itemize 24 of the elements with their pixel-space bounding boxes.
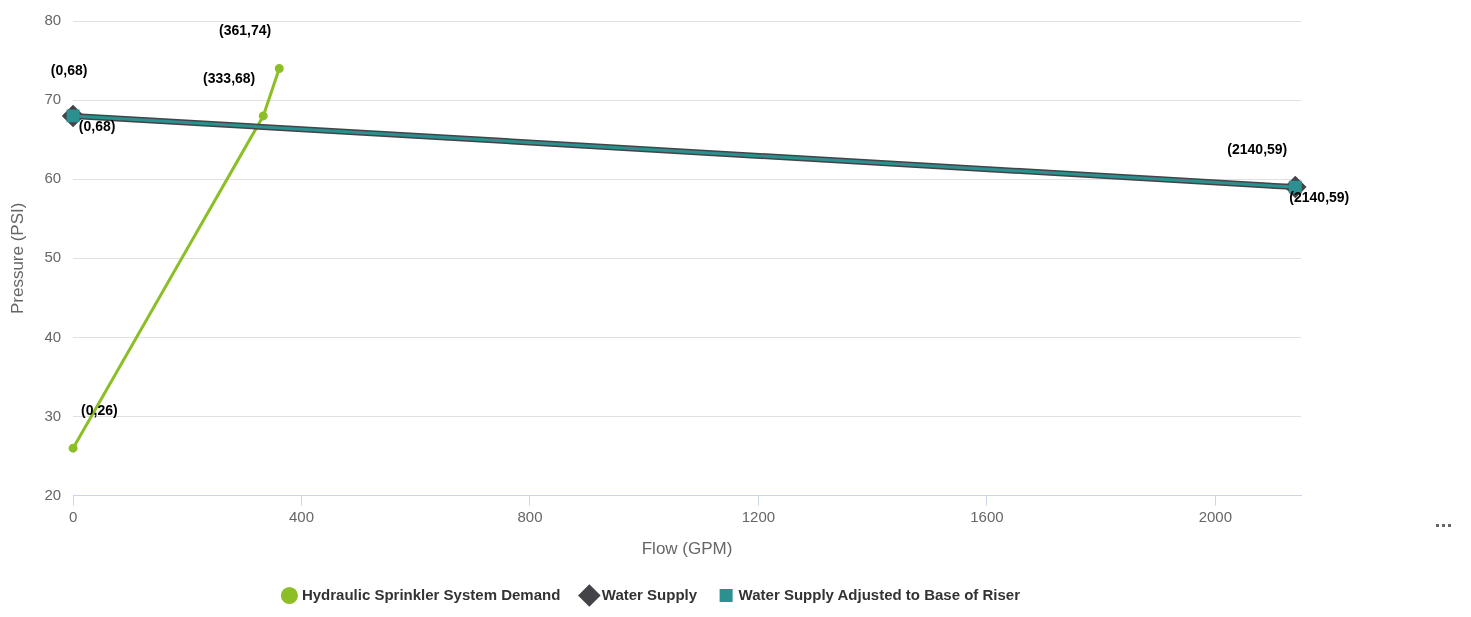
y-tick-label: 30	[44, 406, 62, 424]
annotation: (0,68)	[78, 117, 116, 134]
x-tick-label: 1200	[741, 507, 776, 525]
y-tick-label: 70	[44, 90, 62, 108]
x-axis-title: Flow (GPM)	[641, 539, 733, 559]
y-tick-label: 80	[44, 11, 62, 29]
x-tick-label: 400	[289, 507, 315, 525]
annotation: (2140,59)	[1227, 140, 1288, 157]
x-tick-label: 2000	[1198, 507, 1233, 525]
y-axis-title: Pressure (PSI)	[7, 202, 27, 315]
y-tick-label: 50	[44, 248, 62, 266]
annotation: (2140,59)	[1289, 188, 1350, 205]
legend-label: Water Supply	[601, 585, 698, 603]
y-tick-label: 20	[44, 485, 62, 503]
annotation: (361,74)	[219, 22, 272, 39]
annotation: (0,68)	[50, 61, 88, 78]
y-tick-label: 40	[44, 327, 62, 345]
x-tick-label: 800	[517, 507, 543, 525]
annotation: (333,68)	[203, 69, 256, 86]
y-tick-label: 60	[44, 169, 62, 187]
x-tick-label: 1600	[970, 507, 1004, 525]
x-tick-label: 0	[68, 507, 78, 525]
legend-label: Water Supply Adjusted to Base of Riser	[738, 585, 1021, 603]
legend-label: Hydraulic Sprinkler System Demand	[301, 585, 561, 603]
